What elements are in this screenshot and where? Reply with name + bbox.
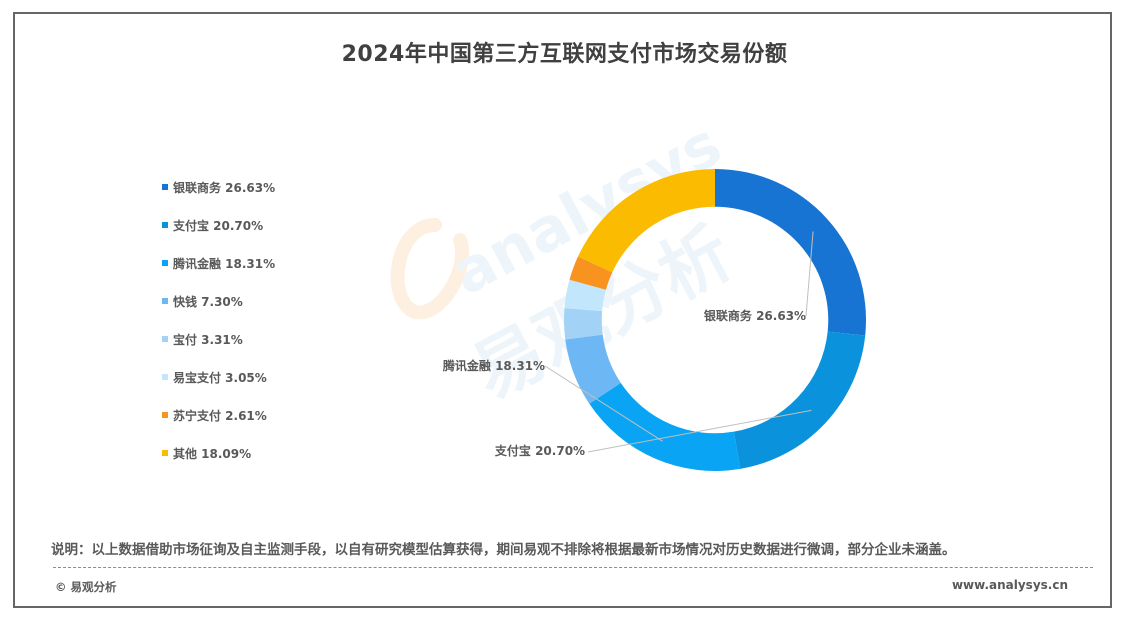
legend-label: 支付宝 20.70% [173,218,264,233]
donut-slice-7 [569,256,613,290]
data-label: 银联商务 26.63% [704,308,806,323]
legend-item: 其他 18.09% [162,443,251,463]
data-label: 支付宝 20.70% [494,443,585,458]
legend-item: 腾讯金融 18.31% [162,253,275,273]
footer-divider [53,567,1093,568]
donut-slice-8 [578,169,715,273]
legend-swatch [162,450,168,456]
website-link[interactable]: www.analysys.cn [951,578,1068,592]
data-label: 腾讯金融 18.31% [442,358,545,373]
legend-swatch [162,336,168,342]
legend-label: 银联商务 26.63% [173,180,276,195]
donut-slice-6 [564,279,606,312]
donut-slice-3 [589,382,741,471]
legend-item: 银联商务 26.63% [162,177,275,197]
copyright-text: © 易观分析 [55,580,117,594]
legend-swatch [162,412,168,418]
legend-label: 快钱 7.30% [173,294,243,309]
leader-line [544,365,663,442]
legend-label: 苏宁支付 2.61% [173,408,267,423]
legend-swatch [162,222,168,228]
legend-label: 腾讯金融 18.31% [173,256,276,271]
leader-line [805,231,814,317]
legend-item: 易宝支付 3.05% [162,367,267,387]
legend-item: 苏宁支付 2.61% [162,405,267,425]
legend-swatch [162,184,168,190]
legend-swatch [162,374,168,380]
donut-slice-4 [565,334,621,404]
legend-item: 快钱 7.30% [162,291,243,311]
donut-slice-5 [564,308,603,340]
legend-label: 宝付 3.31% [173,332,243,347]
footnote: 说明：以上数据借助市场征询及自主监测手段，以自有研究模型估算获得，期间易观不排除… [51,542,956,558]
legend-swatch [162,260,168,266]
leader-line [587,409,812,453]
chart-frame: 2024年中国第三方互联网支付市场交易份额 银联商务 26.63% 支付宝 20.… [13,12,1112,608]
chart-title: 2024年中国第三方互联网支付市场交易份额 [341,42,788,67]
legend-item: 支付宝 20.70% [162,215,263,235]
legend-swatch [162,298,168,304]
legend-label: 其他 18.09% [173,446,252,461]
legend-item: 宝付 3.31% [162,329,243,349]
legend-label: 易宝支付 3.05% [173,370,267,385]
donut-slice-2 [733,331,866,469]
donut-slice-1 [715,169,866,336]
